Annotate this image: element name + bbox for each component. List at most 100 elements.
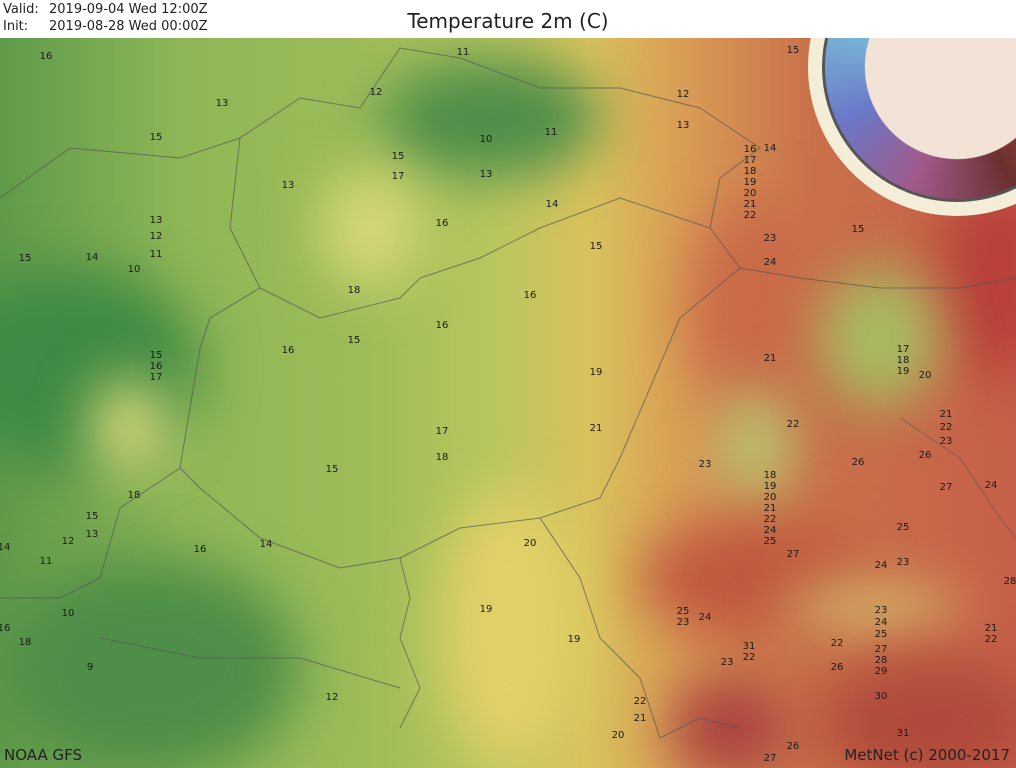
contour-label: 10 [127, 264, 141, 275]
contour-label: 15 [149, 350, 163, 361]
contour-label: 11 [39, 556, 53, 567]
contour-label: 19 [896, 366, 910, 377]
contour-label: 20 [523, 538, 537, 549]
contour-label: 27 [763, 753, 777, 764]
contour-label: 17 [896, 344, 910, 355]
contour-label: 13 [281, 180, 295, 191]
contour-label: 23 [676, 617, 690, 628]
contour-label: 24 [698, 612, 712, 623]
contour-label: 17 [149, 372, 163, 383]
valid-time: Valid: 2019-09-04 Wed 12:00Z [3, 1, 208, 18]
contour-label: 14 [545, 199, 559, 210]
contour-label: 21 [984, 623, 998, 634]
contour-label: 18 [347, 285, 361, 296]
map-title: Temperature 2m (C) [407, 9, 609, 33]
contour-label: 21 [763, 353, 777, 364]
valid-label: Valid: [3, 2, 39, 17]
contour-label: 15 [786, 45, 800, 56]
hot-area [690, 198, 830, 418]
contour-label: 18 [743, 166, 757, 177]
contour-label: 13 [149, 215, 163, 226]
contour-label: 27 [874, 644, 888, 655]
cold-area [380, 58, 600, 178]
contour-label: 22 [743, 210, 757, 221]
contour-label: 15 [391, 151, 405, 162]
cool-area [820, 268, 940, 408]
contour-label: 27 [939, 482, 953, 493]
contour-label: 18 [763, 470, 777, 481]
contour-label: 19 [479, 604, 493, 615]
init-time: Init: 2019-08-28 Wed 00:00Z [3, 18, 208, 35]
contour-label: 21 [743, 199, 757, 210]
contour-label: 15 [347, 335, 361, 346]
contour-label: 25 [896, 522, 910, 533]
contour-label: 24 [874, 560, 888, 571]
contour-label: 13 [479, 169, 493, 180]
contour-label: 19 [743, 177, 757, 188]
contour-label: 12 [676, 89, 690, 100]
contour-label: 19 [567, 634, 581, 645]
contour-label: 21 [633, 713, 647, 724]
contour-label: 13 [85, 529, 99, 540]
contour-label: 13 [676, 120, 690, 131]
contour-label: 24 [763, 525, 777, 536]
contour-label: 31 [742, 641, 756, 652]
hot-area [820, 658, 1016, 768]
contour-label: 10 [61, 608, 75, 619]
contour-label: 22 [939, 422, 953, 433]
contour-label: 24 [984, 480, 998, 491]
contour-label: 17 [391, 171, 405, 182]
contour-label: 13 [215, 98, 229, 109]
contour-label: 27 [786, 549, 800, 560]
header: Valid: 2019-09-04 Wed 12:00Z Init: 2019-08… [0, 0, 1016, 38]
contour-label: 11 [544, 127, 558, 138]
contour-label: 31 [896, 728, 910, 739]
contour-label: 22 [763, 514, 777, 525]
contour-label: 16 [39, 51, 53, 62]
contour-label: 23 [720, 657, 734, 668]
contour-label: 16 [435, 320, 449, 331]
cold-area [0, 558, 300, 768]
contour-label: 17 [743, 155, 757, 166]
contour-label: 21 [763, 503, 777, 514]
contour-label: 14 [259, 539, 273, 550]
contour-label: 18 [18, 637, 32, 648]
contour-label: 10 [479, 134, 493, 145]
contour-label: 23 [763, 233, 777, 244]
contour-label: 18 [896, 355, 910, 366]
contour-label: 16 [743, 144, 757, 155]
contour-label: 15 [589, 241, 603, 252]
contour-label: 12 [149, 231, 163, 242]
contour-label: 22 [830, 638, 844, 649]
contour-label: 26 [918, 450, 932, 461]
contour-label: 16 [149, 361, 163, 372]
contour-label: 19 [589, 367, 603, 378]
contour-label: 12 [325, 692, 339, 703]
contour-label: 21 [939, 409, 953, 420]
contour-label: 21 [589, 423, 603, 434]
contour-label: 14 [0, 542, 11, 553]
warm-area [320, 168, 420, 288]
warm-area [440, 488, 580, 768]
contour-label: 15 [85, 511, 99, 522]
contour-label: 23 [896, 557, 910, 568]
cool-area [720, 388, 790, 508]
contour-label: 25 [676, 606, 690, 617]
contour-label: 25 [874, 629, 888, 640]
contour-label: 26 [851, 457, 865, 468]
contour-label: 15 [18, 253, 32, 264]
init-label: Init: [3, 19, 29, 34]
contour-label: 14 [85, 252, 99, 263]
contour-label: 11 [456, 47, 470, 58]
contour-label: 16 [0, 623, 11, 634]
contour-label: 20 [763, 492, 777, 503]
contour-label: 25 [763, 536, 777, 547]
contour-label: 15 [149, 132, 163, 143]
contour-label: 29 [874, 666, 888, 677]
temperature-map[interactable]: 16 11 15 13 12 12 15 10 11 13 14 15 17 13 13 16 17 18 19 20… [0, 38, 1016, 768]
contour-label: 26 [830, 662, 844, 673]
contour-label: 14 [763, 143, 777, 154]
contour-label: 22 [633, 696, 647, 707]
contour-label: 9 [86, 662, 94, 673]
contour-label: 24 [763, 257, 777, 268]
